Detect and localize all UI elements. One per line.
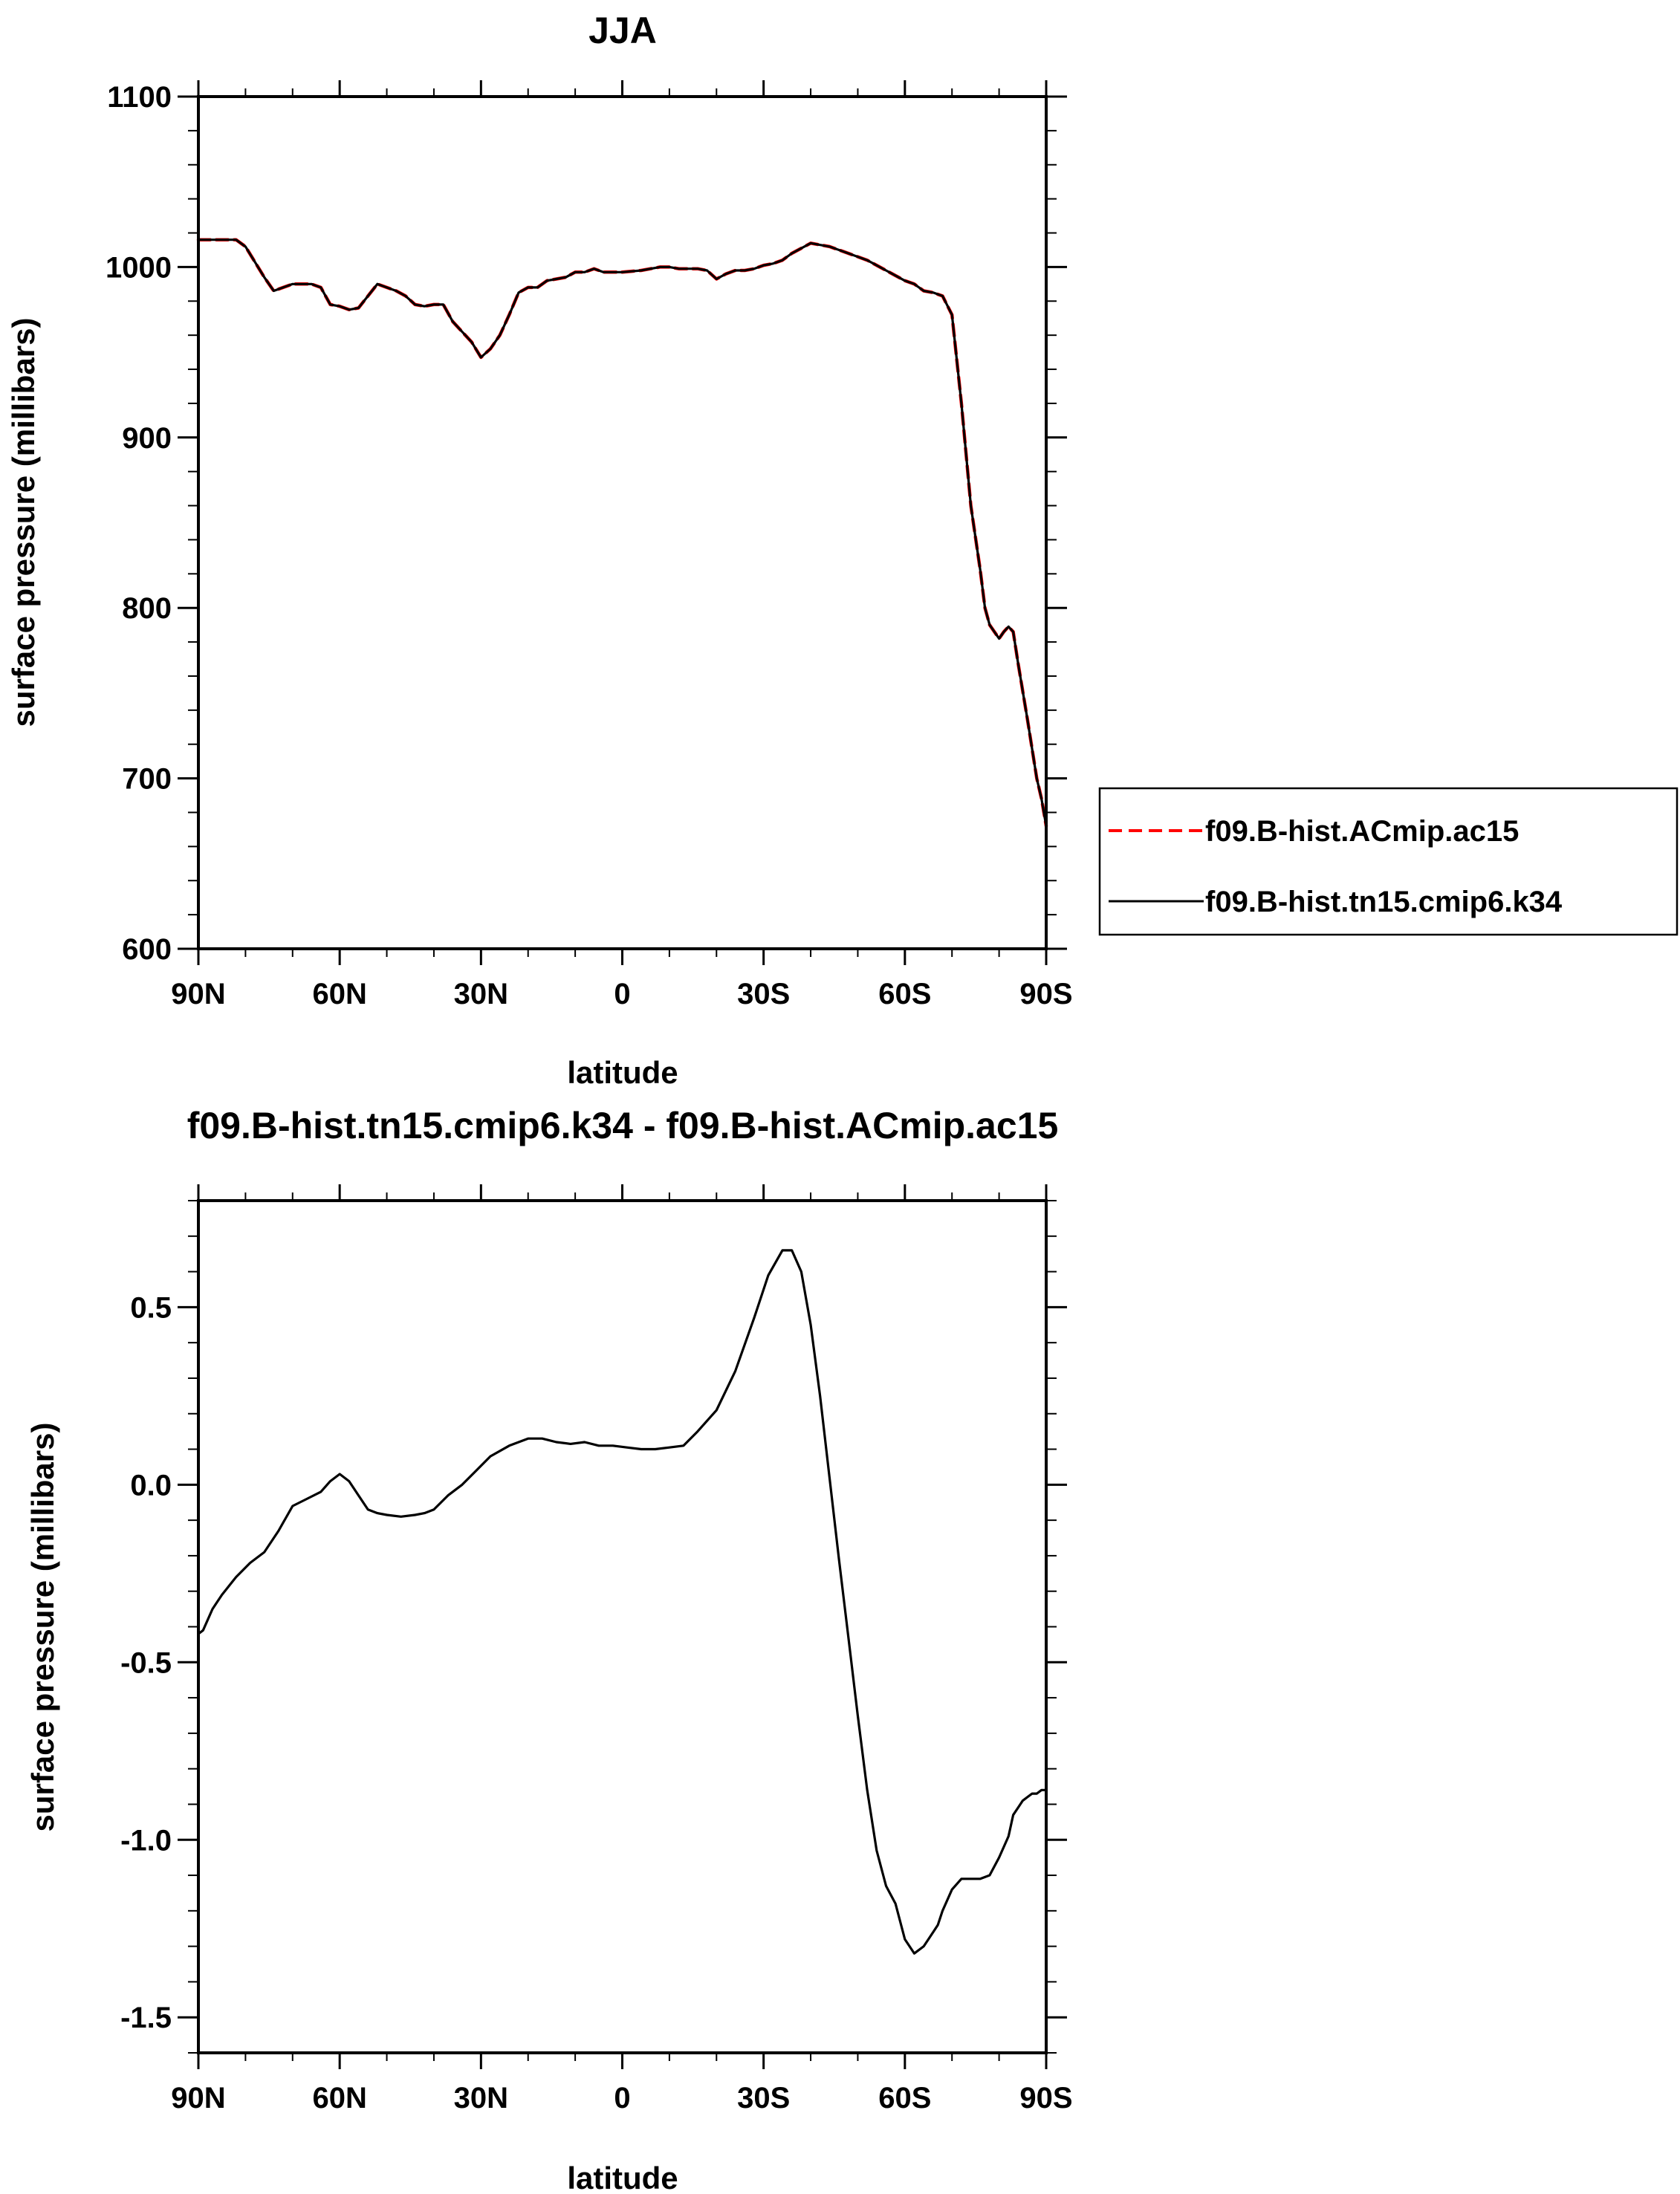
bottom-y-tick-label: 0.0: [130, 1469, 172, 1502]
bottom-plot-frame: [197, 1199, 1048, 2054]
top-y-axis-title: surface pressure (millibars): [6, 318, 41, 727]
top-y-tick-label: 900: [122, 422, 172, 455]
top-y-tick-label: 600: [122, 933, 172, 966]
top-y-tick-label: 700: [122, 763, 172, 796]
top-chart-title: JJA: [588, 10, 657, 51]
top-y-tick-label: 1100: [107, 81, 172, 114]
legend-label-cmip6: f09.B-hist.tn15.cmip6.k34: [1205, 886, 1563, 918]
bottom-x-tick-label: 0: [614, 2082, 630, 2115]
legend-label-acmip: f09.B-hist.ACmip.ac15: [1205, 815, 1519, 848]
bottom-panel: f09.B-hist.tn15.cmip6.k34 - f09.B-hist.A…: [25, 1105, 1073, 2194]
bottom-y-tick-labels: 0.5 0.0 -0.5 -1.0 -1.5: [120, 1291, 172, 2034]
top-x-tick-labels: 90N 60N 30N 0 30S 60S 90S: [171, 978, 1072, 1010]
bottom-x-axis-title: latitude: [567, 2161, 678, 2194]
top-x-tick-label: 30S: [737, 978, 790, 1010]
legend: f09.B-hist.ACmip.ac15 f09.B-hist.tn15.cm…: [1098, 787, 1679, 936]
bottom-ticks: [178, 1184, 1067, 2069]
top-x-tick-label: 60N: [312, 978, 366, 1010]
top-y-tick-label: 1000: [106, 251, 172, 284]
bottom-y-tick-label: -1.5: [120, 2002, 172, 2034]
bottom-chart-title: f09.B-hist.tn15.cmip6.k34 - f09.B-hist.A…: [187, 1105, 1059, 1146]
bottom-y-tick-label: -1.0: [120, 1824, 172, 1857]
bottom-y-axis-title: surface pressure (millibars): [25, 1423, 60, 1832]
top-plot-frame: [197, 95, 1048, 950]
legend-box: [1098, 787, 1679, 936]
bottom-series-group: [197, 1249, 1048, 1955]
bottom-x-tick-label: 60N: [312, 2082, 366, 2115]
top-x-tick-label: 90S: [1019, 978, 1072, 1010]
bottom-series-line-0: [197, 1249, 1048, 1955]
top-panel: JJA 90N 60N 30N 0 30S 60S 90S 1100 1000 900 800 70…: [6, 10, 1679, 1090]
bottom-y-tick-label: 0.5: [130, 1291, 172, 1324]
top-x-tick-label: 0: [614, 978, 630, 1010]
bottom-x-tick-labels: 90N 60N 30N 0 30S 60S 90S: [171, 2082, 1072, 2115]
bottom-x-tick-label: 90N: [171, 2082, 225, 2115]
top-y-tick-label: 800: [122, 592, 172, 625]
bottom-x-tick-label: 90S: [1019, 2082, 1072, 2115]
bottom-y-tick-label: -0.5: [120, 1646, 172, 1679]
bottom-x-tick-label: 30N: [454, 2082, 508, 2115]
top-x-axis-title: latitude: [567, 1055, 678, 1090]
top-y-tick-labels: 1100 1000 900 800 700 600: [106, 81, 172, 966]
top-x-tick-label: 30N: [454, 978, 508, 1010]
top-series-group: [196, 238, 1048, 828]
bottom-x-tick-label: 30S: [737, 2082, 790, 2115]
bottom-x-tick-label: 60S: [878, 2082, 931, 2115]
top-x-tick-label: 90N: [171, 978, 225, 1010]
top-series-line-1: [197, 238, 1048, 828]
top-x-tick-label: 60S: [878, 978, 931, 1010]
top-ticks: [178, 80, 1067, 965]
